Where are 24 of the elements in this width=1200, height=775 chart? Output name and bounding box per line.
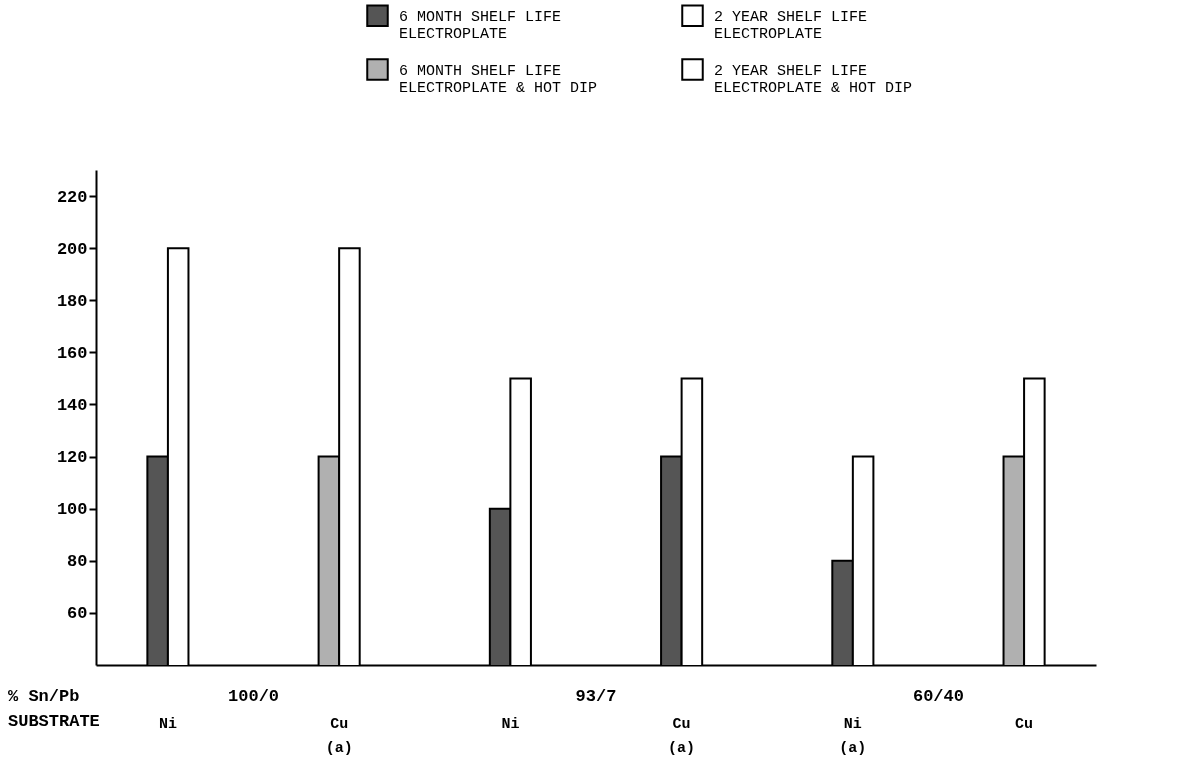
legend-label: 6 MONTH SHELF LIFE ELECTROPLATE xyxy=(399,8,562,43)
y-tick-label: 140 xyxy=(56,395,88,415)
text: % Sn/Pb xyxy=(8,687,80,706)
x-axis-title: SUBSTRATE xyxy=(8,712,100,731)
text: 100/0 xyxy=(228,687,280,706)
x-tick-label: Cu xyxy=(1015,715,1034,733)
y-tick-label: 60 xyxy=(67,604,88,624)
legend-label: 6 MONTH SHELF LIFE ELECTROPLATE & HOT DIP xyxy=(399,62,598,97)
text: 60/40 xyxy=(912,687,964,706)
legend-label: 2 YEAR SHELF LIFE ELECTROPLATE xyxy=(714,8,868,43)
legend-label: 2 YEAR SHELF LIFE ELECTROPLATE & HOT DIP xyxy=(714,62,913,97)
y-tick-label: 200 xyxy=(56,239,88,259)
x-tick-label: Cu (a) xyxy=(668,715,696,757)
y-tick-label: 220 xyxy=(56,187,88,207)
y-tick-label: 120 xyxy=(56,448,88,468)
y-tick-label: 180 xyxy=(56,291,88,311)
x-tick-label: Ni xyxy=(501,715,520,733)
y-tick-label: 80 xyxy=(67,552,88,572)
x-tick-label: Cu (a) xyxy=(325,715,353,757)
y-tick-label: 100 xyxy=(56,500,88,520)
y-tick-label: 160 xyxy=(56,343,88,363)
x-tick-label: Ni xyxy=(158,715,177,733)
text: 93/7 xyxy=(575,687,617,706)
x-tick-label: Ni (a) xyxy=(839,715,867,757)
